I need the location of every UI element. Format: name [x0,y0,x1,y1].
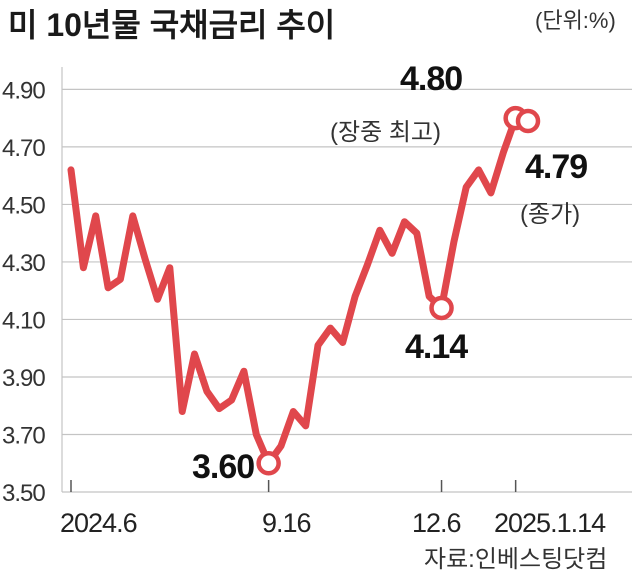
highlight-marker [429,295,454,321]
annotation-dec-value: 4.14 [405,328,468,366]
y-tick-label: 4.10 [2,307,45,334]
x-tick-label: 2024.6 [60,508,137,538]
y-tick-label: 4.50 [2,192,45,219]
annotation-peak-note: (장중 최고) [330,119,441,146]
y-axis: 4.90 4.70 4.50 4.30 4.10 3.90 3.70 3.50 [2,77,46,507]
x-tick-label: 2025.1.14 [494,508,606,538]
chart-title: 미 10년물 국채금리 추이 [8,7,335,43]
y-tick-label: 3.90 [2,365,45,392]
series-line [67,114,532,467]
markers [256,105,541,476]
y-tick-label: 4.90 [2,77,45,104]
unit-label: (단위:%) [535,8,616,33]
x-axis: 2024.6 9.16 12.6 2025.1.14 [60,480,607,538]
annotation-close-value: 4.79 [525,148,587,186]
source-label: 자료:인베스팅닷컴 [424,546,607,573]
y-tick-label: 4.30 [2,250,45,277]
y-tick-label: 4.70 [2,135,45,162]
annotation-close-note: (종가) [520,201,580,228]
close-marker [515,108,541,134]
x-tick-label: 12.6 [412,508,461,538]
highlight-marker [256,450,281,476]
annotation-peak-value: 4.80 [400,60,462,98]
annotation-low-value: 3.60 [192,448,254,486]
x-tick-label: 9.16 [262,508,311,538]
y-tick-label: 3.50 [2,480,45,507]
y-tick-label: 3.70 [2,422,45,449]
